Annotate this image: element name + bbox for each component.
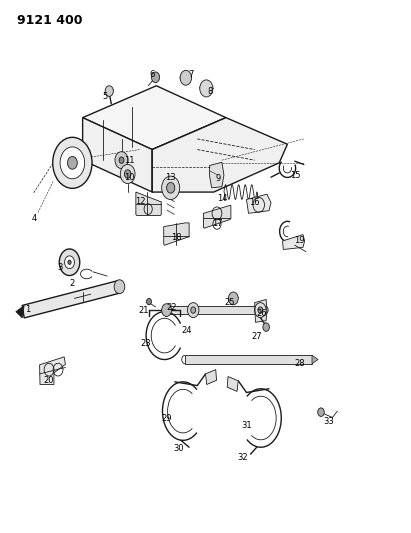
Text: 18: 18 [171, 233, 182, 242]
Text: 10: 10 [125, 173, 135, 182]
Text: 32: 32 [237, 454, 248, 463]
Text: 7: 7 [189, 70, 194, 78]
Circle shape [263, 323, 269, 332]
Text: 13: 13 [165, 173, 176, 182]
Text: 30: 30 [173, 444, 184, 453]
Polygon shape [136, 192, 161, 215]
Text: 14: 14 [217, 194, 227, 203]
Text: 15: 15 [290, 171, 301, 180]
Circle shape [125, 169, 131, 178]
Polygon shape [164, 223, 189, 245]
Circle shape [60, 147, 85, 179]
Polygon shape [83, 86, 226, 150]
Text: 24: 24 [182, 326, 192, 335]
Text: 22: 22 [167, 303, 177, 312]
Circle shape [53, 138, 92, 188]
Polygon shape [227, 376, 238, 391]
Polygon shape [210, 163, 224, 188]
Text: 31: 31 [241, 422, 252, 431]
Circle shape [229, 292, 238, 305]
Text: 23: 23 [141, 339, 151, 348]
Text: 29: 29 [162, 414, 172, 423]
Text: 6: 6 [150, 70, 155, 78]
Polygon shape [83, 118, 152, 192]
Text: 5: 5 [102, 92, 108, 101]
Text: 27: 27 [252, 332, 262, 341]
Polygon shape [203, 205, 231, 228]
Circle shape [105, 86, 113, 96]
Text: 4: 4 [32, 214, 37, 223]
Polygon shape [152, 118, 287, 192]
Circle shape [114, 280, 125, 294]
Circle shape [180, 70, 192, 85]
Polygon shape [185, 356, 312, 364]
Circle shape [115, 152, 128, 168]
Text: 19: 19 [294, 237, 305, 246]
Circle shape [258, 307, 263, 313]
Text: 26: 26 [257, 309, 267, 318]
Polygon shape [247, 194, 271, 213]
Polygon shape [22, 280, 120, 318]
Circle shape [59, 249, 80, 276]
Circle shape [151, 72, 159, 83]
Polygon shape [152, 118, 226, 192]
Circle shape [67, 157, 77, 169]
Polygon shape [16, 305, 24, 318]
Text: 21: 21 [138, 305, 148, 314]
Circle shape [200, 80, 213, 97]
Polygon shape [312, 356, 318, 364]
Polygon shape [166, 306, 265, 314]
Text: 25: 25 [225, 298, 236, 307]
Circle shape [65, 256, 74, 269]
Circle shape [162, 176, 180, 199]
Circle shape [191, 307, 196, 313]
Text: 28: 28 [294, 359, 305, 368]
Text: 17: 17 [212, 220, 223, 229]
Text: 33: 33 [323, 417, 334, 426]
Text: 11: 11 [125, 156, 135, 165]
Text: 3: 3 [58, 263, 63, 272]
Text: 1: 1 [25, 304, 30, 313]
Circle shape [162, 304, 171, 317]
Text: 2: 2 [70, 279, 75, 288]
Polygon shape [255, 300, 267, 322]
Text: 12: 12 [135, 197, 145, 206]
Text: 9: 9 [215, 174, 220, 183]
Polygon shape [206, 369, 217, 384]
Polygon shape [39, 357, 65, 384]
Text: 9121 400: 9121 400 [17, 14, 83, 27]
Text: 8: 8 [207, 86, 212, 95]
Circle shape [318, 408, 324, 416]
Circle shape [146, 298, 151, 305]
Text: 16: 16 [249, 198, 260, 207]
Polygon shape [282, 235, 305, 249]
Circle shape [119, 157, 124, 164]
Circle shape [166, 182, 175, 193]
Circle shape [120, 165, 135, 183]
Text: 20: 20 [44, 376, 54, 385]
Circle shape [68, 260, 71, 264]
Circle shape [187, 303, 199, 318]
